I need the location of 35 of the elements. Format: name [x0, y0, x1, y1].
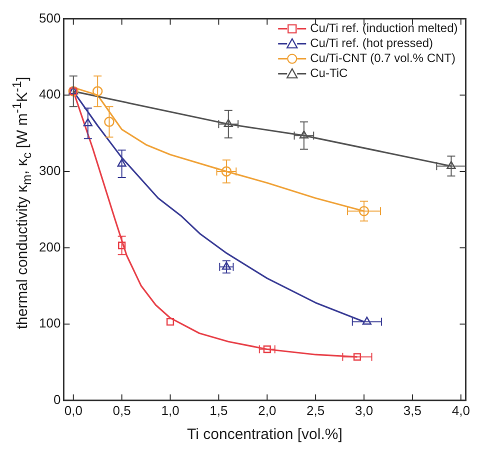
y-tick-label: 400	[38, 86, 61, 102]
legend-label: Cu-TiC	[310, 66, 348, 80]
point	[166, 318, 174, 326]
point	[118, 242, 126, 250]
point	[117, 158, 126, 167]
point	[353, 353, 362, 361]
legend-label: Cu/Ti ref. (induction melted)	[310, 21, 458, 36]
legend-label: Cu/Ti-CNT (0.7 vol.% CNT)	[310, 51, 456, 66]
x-tick-label: 2,0	[258, 402, 276, 418]
point	[224, 118, 233, 128]
point	[221, 166, 232, 177]
x-axis-title: Ti concentration [vol.%]	[187, 426, 342, 444]
point	[446, 160, 456, 169]
y-tick-label: 100	[38, 316, 61, 331]
point	[104, 116, 114, 127]
y-tick-label: 0	[53, 392, 61, 407]
point	[263, 345, 271, 354]
x-tick-label: 4,0	[452, 402, 470, 418]
legend-label: Cu/Ti ref. (hot pressed)	[310, 36, 434, 50]
x-tick-label: 0,5	[112, 402, 131, 418]
y-tick-label: 300	[38, 163, 61, 178]
x-tick-label: 3,5	[403, 402, 422, 418]
point	[92, 86, 103, 96]
point	[358, 206, 370, 216]
x-tick-label: 2,5	[306, 402, 325, 418]
point	[83, 118, 92, 126]
point	[222, 262, 231, 270]
x-tick-label: 1,5	[210, 402, 228, 418]
y-tick-label: 200	[38, 239, 61, 254]
y-tick-label: 500	[38, 10, 61, 26]
x-tick-label: 1,0	[161, 402, 180, 418]
point	[362, 316, 372, 325]
x-tick-label: 3,0	[354, 402, 374, 418]
x-tick-label: 0,0	[64, 402, 82, 418]
point	[299, 130, 308, 138]
